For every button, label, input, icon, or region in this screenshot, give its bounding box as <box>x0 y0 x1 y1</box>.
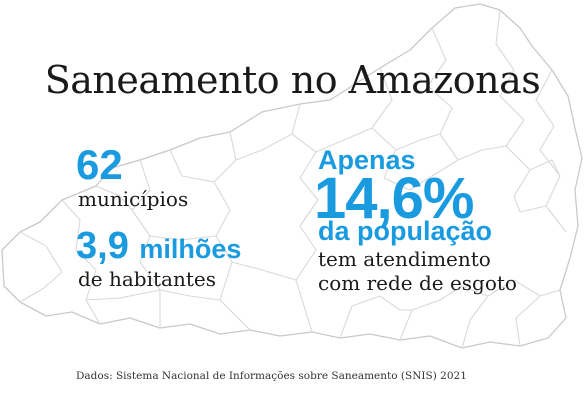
municipios-label: municípios <box>78 187 189 211</box>
sewage-prefix: Apenas <box>318 145 416 175</box>
sewage-percent: 14,6% <box>314 166 474 231</box>
page-title: Saneamento no Amazonas <box>44 58 541 102</box>
municipios-count: 62 <box>76 141 123 188</box>
population-stat: 3,9 milhões <box>76 226 241 269</box>
population-value: 3,9 <box>76 225 129 267</box>
sewage-subject: da população <box>318 216 493 246</box>
population-label: de habitantes <box>78 267 216 291</box>
data-source-note: Dados: Sistema Nacional de Informações s… <box>76 370 467 382</box>
population-unit: milhões <box>139 234 242 264</box>
sewage-description-line2: com rede de esgoto <box>318 271 517 295</box>
sewage-description-line1: tem atendimento <box>318 247 491 271</box>
